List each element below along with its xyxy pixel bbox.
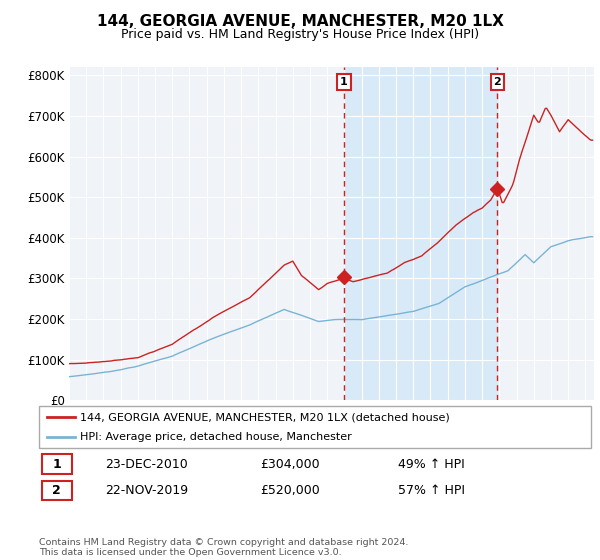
Text: HPI: Average price, detached house, Manchester: HPI: Average price, detached house, Manc… — [80, 432, 352, 442]
Text: 49% ↑ HPI: 49% ↑ HPI — [398, 458, 464, 471]
Text: 57% ↑ HPI: 57% ↑ HPI — [398, 484, 465, 497]
Text: 2: 2 — [494, 77, 502, 87]
Text: 23-DEC-2010: 23-DEC-2010 — [105, 458, 188, 471]
Text: 22-NOV-2019: 22-NOV-2019 — [105, 484, 188, 497]
Text: £520,000: £520,000 — [260, 484, 320, 497]
Text: £304,000: £304,000 — [260, 458, 319, 471]
Text: 144, GEORGIA AVENUE, MANCHESTER, M20 1LX: 144, GEORGIA AVENUE, MANCHESTER, M20 1LX — [97, 14, 503, 29]
Text: 144, GEORGIA AVENUE, MANCHESTER, M20 1LX (detached house): 144, GEORGIA AVENUE, MANCHESTER, M20 1LX… — [80, 412, 450, 422]
FancyBboxPatch shape — [42, 480, 72, 501]
Text: Price paid vs. HM Land Registry's House Price Index (HPI): Price paid vs. HM Land Registry's House … — [121, 28, 479, 41]
FancyBboxPatch shape — [42, 454, 72, 474]
Text: 1: 1 — [52, 458, 61, 471]
FancyBboxPatch shape — [39, 406, 591, 448]
Bar — [344, 67, 497, 400]
Text: 2: 2 — [52, 484, 61, 497]
Text: Contains HM Land Registry data © Crown copyright and database right 2024.
This d: Contains HM Land Registry data © Crown c… — [39, 538, 409, 557]
Text: 1: 1 — [340, 77, 348, 87]
